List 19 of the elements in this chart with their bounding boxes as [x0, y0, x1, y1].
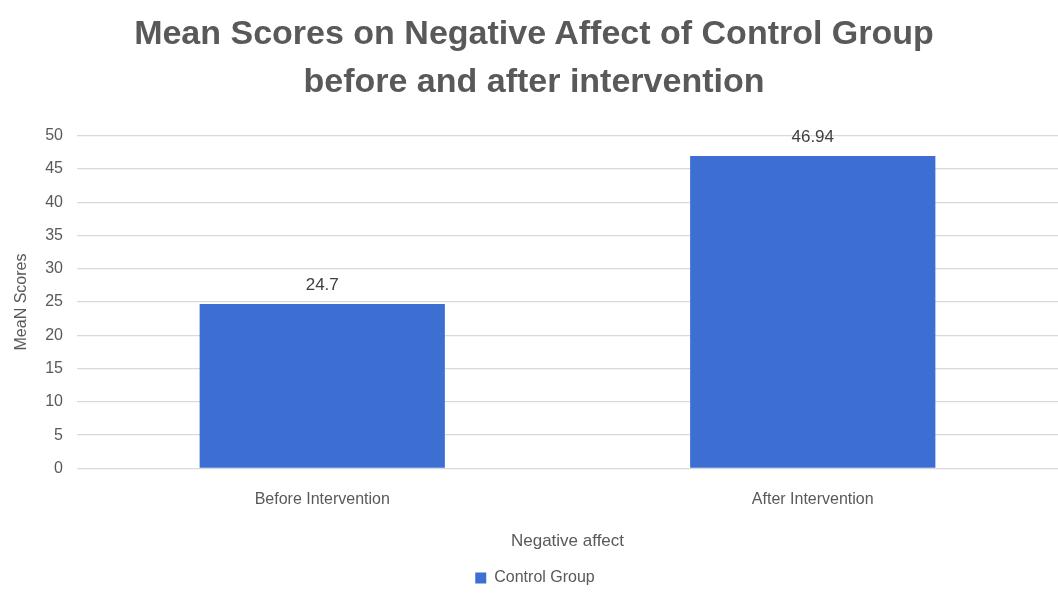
y-tick-label: 10 [45, 392, 64, 410]
x-tick-label: After Intervention [751, 490, 874, 508]
y-tick-label: 30 [45, 259, 64, 277]
y-axis-title: MeaN Scores [12, 253, 30, 351]
y-tick-label: 50 [45, 126, 64, 144]
y-tick-label: 0 [54, 458, 64, 476]
y-tick-label: 35 [45, 225, 64, 243]
y-tick-label: 45 [45, 159, 64, 177]
x-axis-title: Negative affect [510, 531, 625, 551]
y-tick-label: 40 [45, 192, 64, 210]
chart-title: Mean Scores on Negative Affect of Control Group before and after intervention [133, 12, 935, 101]
y-tick-label: 15 [45, 358, 64, 376]
data-label: 46.94 [791, 127, 835, 147]
y-tick-label: 20 [45, 325, 64, 343]
data-label: 24.7 [305, 275, 339, 295]
x-tick-label: Before Intervention [254, 490, 390, 508]
legend-label: Control Group [494, 568, 595, 586]
y-tick-label: 25 [45, 292, 64, 310]
y-tick-label: 5 [54, 425, 64, 443]
